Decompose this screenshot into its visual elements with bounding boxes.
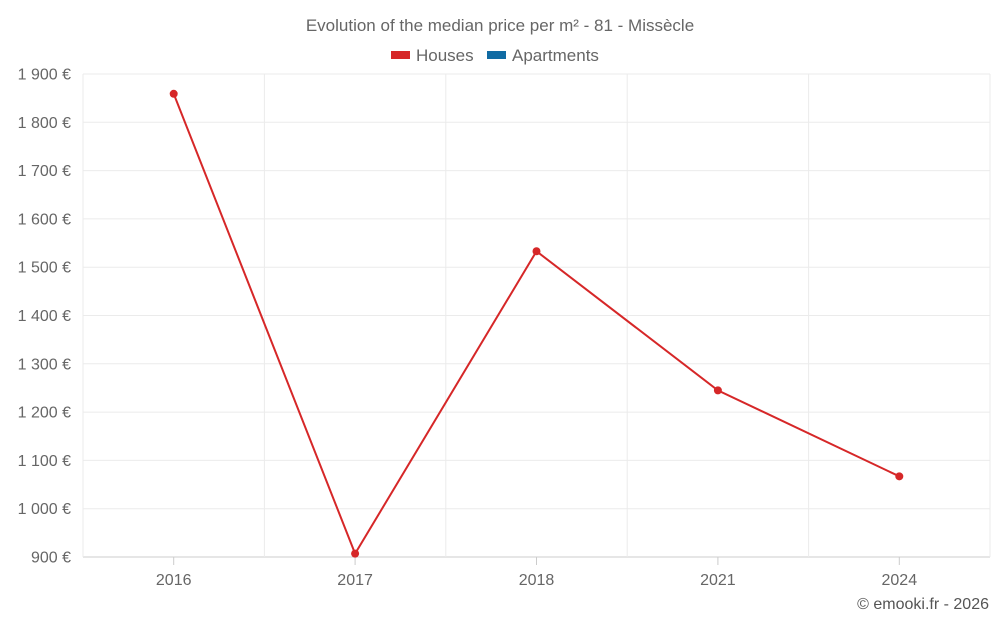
legend: Houses Apartments: [391, 46, 599, 65]
y-tick-label: 900 €: [31, 550, 71, 567]
y-tick-label: 1 200 €: [18, 405, 71, 422]
legend-label-apartments: Apartments: [512, 46, 599, 65]
x-tick-label: 2017: [337, 572, 373, 589]
houses-point-2021[interactable]: [713, 386, 722, 395]
legend-swatch-houses: [391, 51, 410, 59]
y-tick-label: 1 800 €: [18, 115, 71, 132]
legend-swatch-apartments: [487, 51, 506, 59]
houses-point-2024[interactable]: [895, 472, 904, 481]
legend-item-houses[interactable]: Houses: [391, 46, 474, 65]
chart-title: Evolution of the median price per m² - 8…: [306, 16, 694, 35]
houses-point-2017[interactable]: [351, 549, 360, 558]
grid: [82, 73, 991, 558]
y-tick-label: 1 700 €: [18, 163, 71, 180]
y-tick-label: 1 900 €: [18, 67, 71, 84]
legend-label-houses: Houses: [416, 46, 474, 65]
y-axis: 900 € 1 000 € 1 100 € 1 200 € 1 300 € 1 400 €…: [18, 67, 71, 567]
x-tick-label: 2018: [519, 572, 555, 589]
x-tick-label: 2024: [882, 572, 918, 589]
houses-point-2018[interactable]: [532, 247, 541, 256]
y-tick-label: 1 500 €: [18, 260, 71, 277]
houses-line: [172, 93, 900, 556]
y-tick-label: 1 300 €: [18, 356, 71, 373]
series-houses: [169, 89, 904, 558]
y-tick-label: 1 400 €: [18, 308, 71, 325]
x-tick-label: 2016: [156, 572, 192, 589]
x-tick-label: 2021: [700, 572, 736, 589]
y-tick-label: 1 600 €: [18, 211, 71, 228]
y-tick-label: 1 100 €: [18, 453, 71, 470]
legend-item-apartments[interactable]: Apartments: [487, 46, 599, 65]
y-tick-label: 1 000 €: [18, 501, 71, 518]
houses-point-2016[interactable]: [169, 89, 178, 98]
credit-text: © emooki.fr - 2026: [857, 596, 989, 613]
x-axis: 2016 2017 2018 2021 2024: [156, 557, 917, 589]
